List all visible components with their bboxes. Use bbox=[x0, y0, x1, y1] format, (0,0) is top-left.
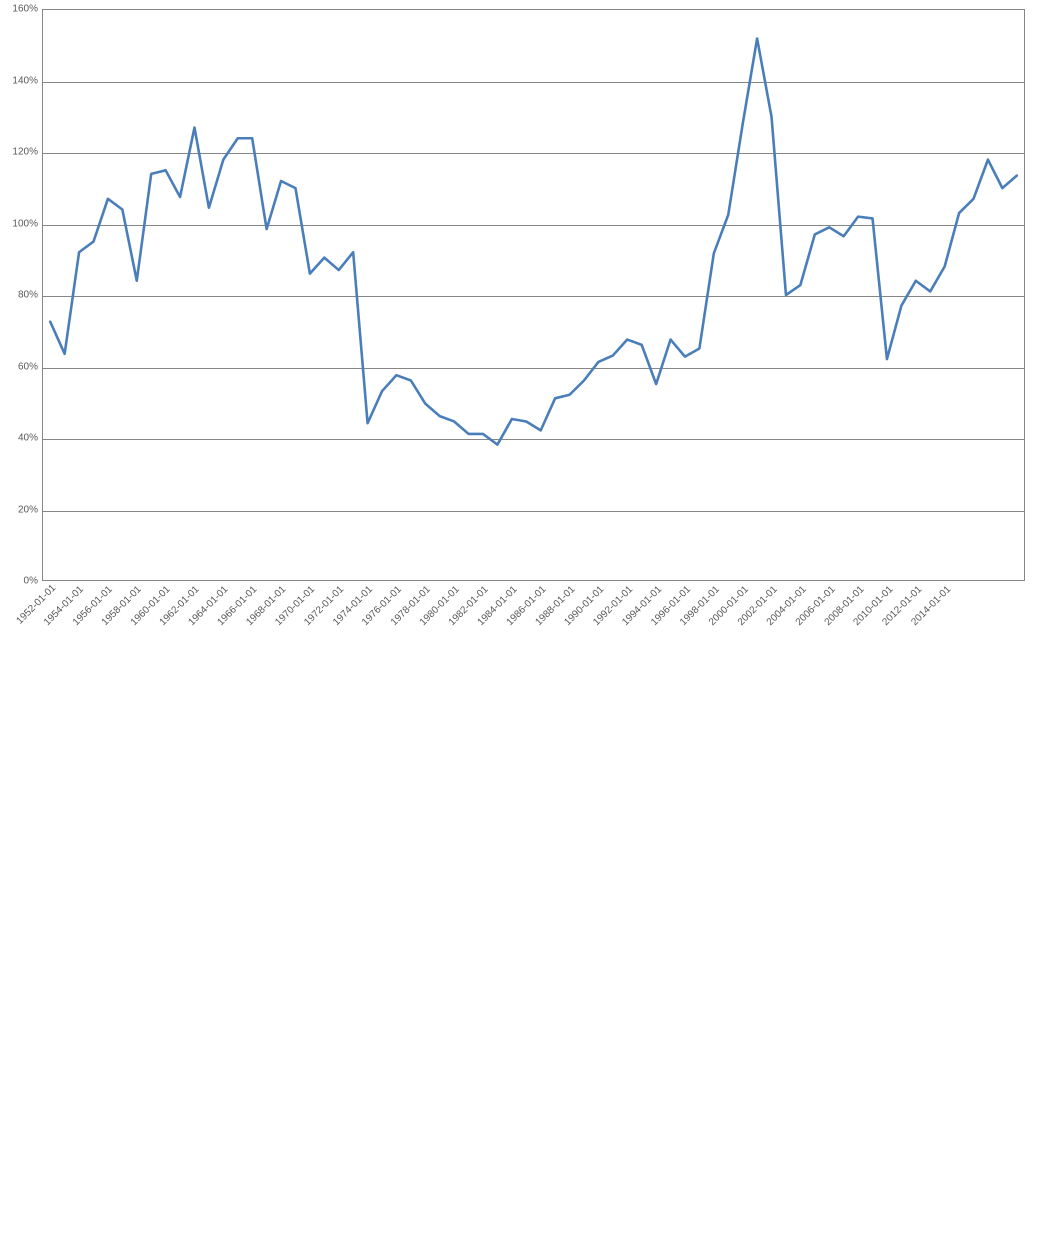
y-tick-label: 40% bbox=[18, 433, 38, 444]
y-tick-label: 20% bbox=[18, 504, 38, 515]
y-tick-label: 60% bbox=[18, 361, 38, 372]
plot-area bbox=[42, 9, 1025, 581]
y-tick-label: 120% bbox=[12, 147, 38, 158]
chart-svg bbox=[43, 10, 1024, 580]
x-tick-label: 2002-01-01 bbox=[226, 584, 780, 1138]
y-tick-label: 80% bbox=[18, 290, 38, 301]
y-tick-label: 100% bbox=[12, 218, 38, 229]
y-tick-label: 0% bbox=[24, 576, 38, 587]
y-tick-label: 160% bbox=[12, 4, 38, 15]
line-chart: 0%20%40%60%80%100%120%140%160% 1952-01-0… bbox=[0, 0, 1037, 662]
series-line bbox=[50, 39, 1017, 445]
y-tick-label: 140% bbox=[12, 75, 38, 86]
x-tick-label: 2010-01-01 bbox=[260, 584, 895, 1219]
